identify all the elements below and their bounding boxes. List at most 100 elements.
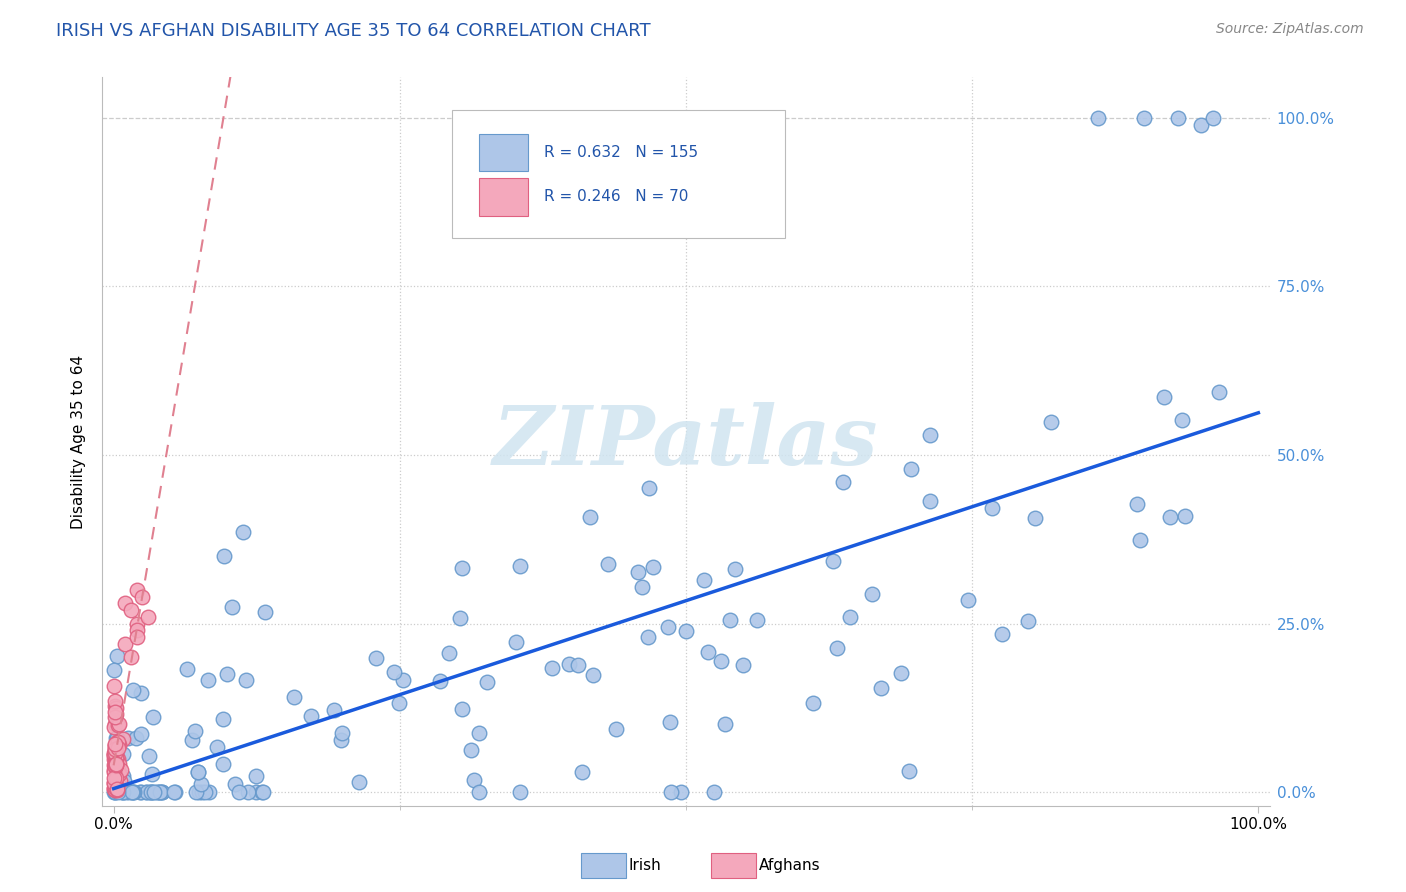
- Point: [117, 731, 139, 746]
- Point: [125, 630, 148, 644]
- Point: [283, 690, 305, 704]
- Point: [898, 764, 921, 779]
- Point: [125, 582, 148, 597]
- Point: [103, 758, 125, 772]
- Point: [103, 663, 125, 677]
- Point: [104, 757, 127, 772]
- Point: [108, 717, 131, 731]
- Point: [104, 738, 127, 752]
- Point: [112, 785, 135, 799]
- Point: [696, 645, 718, 659]
- FancyBboxPatch shape: [479, 134, 529, 171]
- Point: [104, 741, 127, 756]
- Point: [558, 657, 581, 671]
- Point: [388, 696, 411, 710]
- Point: [228, 785, 250, 799]
- Point: [103, 759, 125, 773]
- Point: [1017, 615, 1039, 629]
- Point: [463, 772, 485, 787]
- Point: [105, 752, 128, 766]
- Point: [104, 763, 127, 777]
- Y-axis label: Disability Age 35 to 64: Disability Age 35 to 64: [72, 354, 86, 529]
- Point: [567, 658, 589, 673]
- Point: [1189, 118, 1212, 132]
- Point: [627, 565, 650, 579]
- Point: [176, 662, 198, 676]
- Point: [392, 673, 415, 688]
- Point: [509, 558, 531, 573]
- Point: [103, 747, 125, 762]
- Point: [103, 693, 125, 707]
- Point: [136, 609, 159, 624]
- Point: [675, 624, 697, 639]
- Point: [110, 764, 132, 778]
- Point: [190, 777, 212, 791]
- Point: [104, 783, 127, 797]
- Point: [211, 712, 233, 726]
- Point: [114, 785, 136, 799]
- Point: [105, 758, 128, 772]
- Point: [107, 718, 129, 732]
- Point: [142, 785, 165, 799]
- Point: [194, 785, 217, 799]
- Point: [637, 630, 659, 644]
- Point: [347, 774, 370, 789]
- Point: [505, 635, 527, 649]
- Point: [142, 785, 165, 799]
- Point: [103, 781, 125, 796]
- Point: [330, 732, 353, 747]
- Point: [107, 740, 129, 755]
- Point: [252, 785, 274, 799]
- Point: [224, 777, 246, 791]
- Point: [146, 785, 169, 799]
- Point: [1208, 385, 1230, 400]
- Point: [111, 747, 134, 761]
- Point: [1126, 497, 1149, 511]
- Point: [105, 757, 128, 772]
- Point: [637, 482, 659, 496]
- Point: [150, 785, 173, 799]
- Point: [747, 613, 769, 627]
- Point: [141, 767, 163, 781]
- Point: [1159, 510, 1181, 524]
- Point: [104, 758, 127, 772]
- Point: [111, 785, 134, 799]
- Point: [920, 428, 942, 442]
- Point: [364, 651, 387, 665]
- Point: [197, 785, 219, 799]
- Point: [823, 554, 845, 568]
- Point: [187, 765, 209, 780]
- Point: [671, 785, 693, 799]
- Point: [215, 667, 238, 681]
- Point: [104, 731, 127, 746]
- Point: [108, 757, 131, 772]
- Point: [150, 785, 173, 799]
- Point: [475, 674, 498, 689]
- Point: [149, 785, 172, 799]
- Point: [105, 731, 128, 746]
- Point: [112, 732, 135, 747]
- Text: R = 0.246   N = 70: R = 0.246 N = 70: [544, 189, 688, 204]
- Point: [125, 731, 148, 746]
- Point: [107, 767, 129, 781]
- Point: [104, 739, 127, 754]
- Point: [107, 785, 129, 799]
- Point: [121, 785, 143, 799]
- Point: [870, 681, 893, 695]
- Point: [131, 590, 153, 604]
- Point: [105, 701, 128, 715]
- Point: [104, 751, 127, 765]
- Point: [120, 650, 142, 665]
- Point: [131, 686, 153, 700]
- Point: [460, 742, 482, 756]
- Point: [212, 757, 235, 772]
- Point: [991, 626, 1014, 640]
- Point: [103, 752, 125, 766]
- Point: [107, 735, 129, 749]
- Point: [104, 705, 127, 719]
- Point: [104, 737, 127, 751]
- Text: Afghans: Afghans: [759, 858, 821, 872]
- Point: [120, 603, 142, 617]
- Point: [125, 624, 148, 638]
- Point: [114, 596, 136, 610]
